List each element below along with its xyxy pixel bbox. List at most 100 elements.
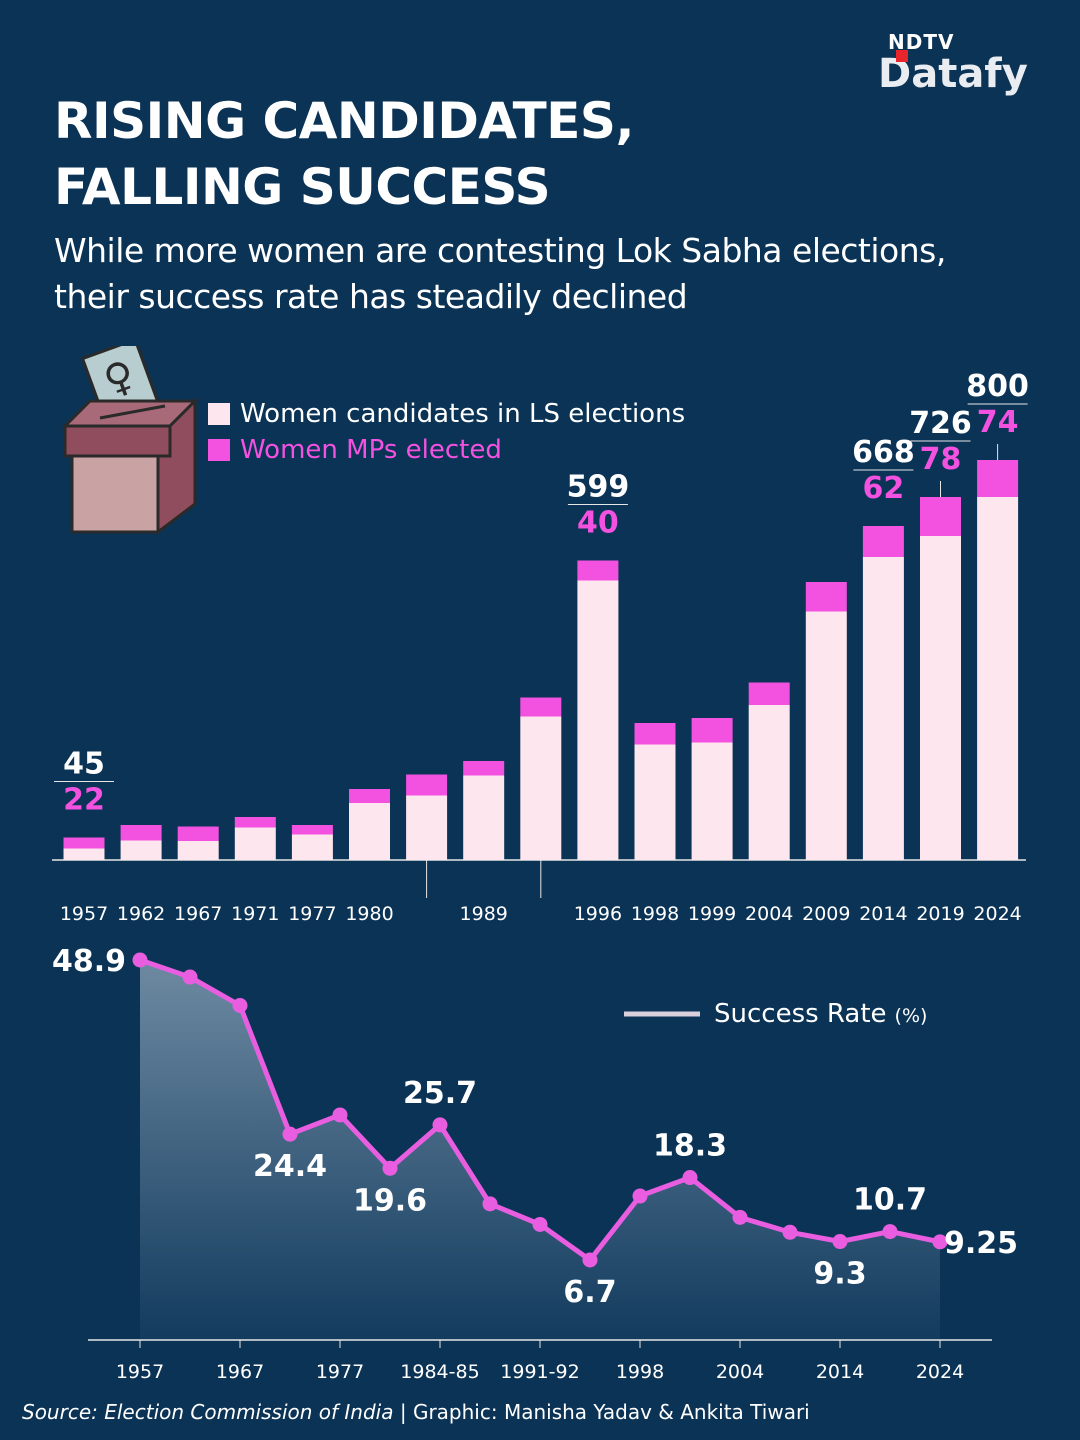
x-tick-label: 1991-92 (500, 1361, 579, 1383)
page-subtitle: While more women are contesting Lok Sabh… (54, 231, 946, 316)
annotation-total-2019: 726 (909, 406, 972, 441)
bar-candidates-2014 (862, 557, 904, 860)
bar-elected-1980 (349, 789, 390, 803)
x-tick-label: 1999 (688, 903, 736, 925)
legend-item-candidates: Women candidates in LS elections (208, 396, 685, 432)
success-rate-chart: 1957 1967 1977 1984-85 1991-92 1998 2004 2014 20… (52, 944, 1018, 1383)
data-label-2019: 10.7 (853, 1183, 927, 1218)
data-point-1980 (382, 1160, 398, 1176)
data-label-1996: 6.7 (563, 1275, 616, 1310)
legend-label-elected: Women MPs elected (240, 435, 502, 465)
data-label-2024: 9.25 (944, 1226, 1018, 1261)
ballot-box-icon: ♀ (61, 346, 199, 536)
annotation-total-1957: 45 (63, 747, 105, 782)
bar-elected-2004 (748, 682, 790, 705)
source-credit: Source: Election Commission of India | G… (22, 1400, 810, 1424)
bar-candidates-2009 (805, 611, 847, 860)
x-tick-label: 2004 (745, 903, 793, 925)
x-tick-label: 2009 (802, 903, 850, 925)
data-label-1999: 18.3 (653, 1129, 727, 1164)
data-point-1991-92 (532, 1216, 548, 1232)
annotation-elected-1957: 22 (63, 783, 105, 818)
bar-elected-1999 (691, 718, 733, 743)
legend-rate-text: Success Rate (714, 999, 887, 1029)
legend-label-candidates: Women candidates in LS elections (240, 399, 686, 429)
x-tick-label: 2019 (916, 903, 964, 925)
data-point-1977 (332, 1107, 348, 1123)
data-point-1996 (582, 1252, 598, 1268)
x-tick-label: 1998 (631, 903, 679, 925)
data-label-1957: 48.9 (52, 944, 126, 979)
x-tick-label: 2014 (816, 1361, 864, 1383)
x-tick-label: 2024 (916, 1361, 964, 1383)
bar-candidates-1962 (120, 840, 162, 860)
data-point-2019 (882, 1224, 898, 1240)
legend-item-elected: Women MPs elected (208, 432, 685, 468)
bar-elected-1991-92 (520, 697, 562, 717)
data-point-1999 (682, 1170, 698, 1186)
x-tick-label: 1984-85 (387, 929, 466, 930)
brand-top: NDTV (888, 30, 955, 54)
x-tick-label: 1977 (288, 903, 336, 925)
data-point-1989 (482, 1196, 498, 1212)
data-point-1998 (632, 1188, 648, 1204)
legend-rate-unit: (%) (895, 1005, 928, 1027)
page-title: RISING CANDIDATES, FALLING SUCCESS (54, 92, 634, 216)
data-point-1984-85 (432, 1117, 448, 1133)
x-tick-label: 1998 (616, 1361, 664, 1383)
data-point-2004 (732, 1209, 748, 1225)
annotation-elected-2019: 78 (920, 442, 962, 477)
x-tick-label: 1957 (116, 1361, 164, 1383)
bar-elected-1989 (463, 761, 505, 776)
brand-dot-icon (896, 50, 908, 62)
brand-logo: NDTV Datafy (878, 32, 1038, 96)
x-tick-label: 1962 (117, 903, 165, 925)
x-tick-label: 1977 (316, 1361, 364, 1383)
x-tick-label: 1980 (345, 903, 393, 925)
legend-swatch-elected (208, 439, 230, 461)
x-tick-label: 1989 (460, 903, 508, 925)
x-tick-label: 1991-92 (501, 929, 580, 930)
chart-legend: Women candidates in LS elections Women M… (208, 396, 685, 468)
legend-label-rate: Success Rate (%) (714, 999, 927, 1029)
x-tick-label: 1967 (216, 1361, 264, 1383)
annotation-elected-2024: 74 (977, 405, 1019, 440)
bar-candidates-1991-92 (520, 716, 562, 860)
data-label-1971: 24.4 (253, 1149, 327, 1184)
x-tick-label: 1984-85 (400, 1361, 479, 1383)
bar-elected-1996 (577, 560, 619, 581)
data-label-1984-85: 25.7 (403, 1076, 477, 1111)
data-label-1980: 19.6 (353, 1183, 427, 1218)
bar-candidates-1989 (463, 775, 505, 860)
bar-elected-2009 (805, 582, 847, 612)
bar-elected-1977 (291, 825, 333, 835)
bar-elected-1962 (120, 825, 162, 841)
bar-candidates-1967 (177, 841, 219, 860)
data-point-1971 (282, 1126, 298, 1142)
data-point-1957 (132, 952, 148, 968)
bar-elected-2024 (977, 460, 1019, 497)
bar-candidates-2024 (977, 497, 1019, 860)
bar-candidates-1999 (691, 742, 733, 860)
data-point-1962 (182, 969, 198, 985)
bar-elected-1957 (63, 837, 105, 849)
data-point-2024 (932, 1234, 948, 1250)
bar-elected-1971 (234, 817, 276, 828)
bar-elected-1984-85 (406, 774, 448, 796)
bar-candidates-1971 (234, 827, 276, 860)
x-tick-label: 2004 (716, 1361, 764, 1383)
data-point-1967 (232, 997, 248, 1013)
annotation-total-2014: 668 (852, 435, 915, 470)
annotation-elected-1996: 40 (577, 506, 619, 541)
bar-candidates-1998 (634, 744, 676, 860)
bar-candidates-2019 (920, 536, 961, 860)
x-tick-label: 1967 (174, 903, 222, 925)
bar-elected-2014 (862, 526, 904, 557)
source-label: Source: Election Commission of India (22, 1400, 394, 1424)
bar-candidates-1980 (349, 803, 390, 860)
bar-candidates-1996 (577, 580, 619, 860)
data-label-2014: 9.3 (813, 1257, 866, 1292)
bar-candidates-1977 (291, 834, 333, 860)
bar-candidates-1957 (63, 848, 105, 860)
data-point-2009 (782, 1224, 798, 1240)
